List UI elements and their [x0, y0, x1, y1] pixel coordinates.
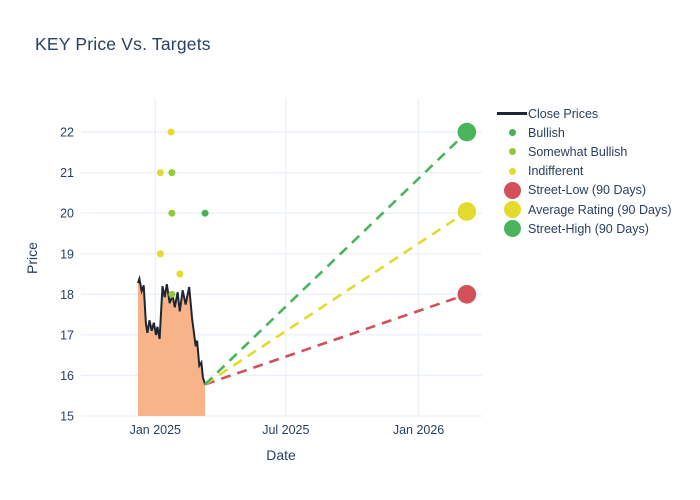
rating-dot-somewhat-bullish[interactable]	[168, 209, 176, 217]
legend-label: Street-High (90 Days)	[528, 221, 649, 236]
close-price-line[interactable]	[137, 274, 207, 385]
tick-labels: 15 16 17 18 19 20 21 22 Jan 2025 Jul 2025 Jan 2026	[60, 126, 444, 437]
legend-label: Indifferent	[528, 164, 584, 179]
y-tick-label: 20	[60, 207, 74, 221]
y-tick-label: 16	[60, 369, 74, 383]
trend-line-average[interactable]	[204, 210, 468, 386]
y-axis-title: Price	[24, 242, 40, 274]
rating-dot-somewhat-bullish[interactable]	[168, 290, 176, 298]
average-rating-dot-icon	[496, 201, 528, 219]
rating-dot-indifferent[interactable]	[167, 128, 175, 136]
legend-label: Somewhat Bullish	[528, 144, 628, 159]
target-marker-street-low[interactable]	[457, 285, 477, 304]
close-price-area[interactable]	[138, 278, 206, 416]
x-axis-title: Date	[266, 447, 296, 463]
target-markers[interactable]	[457, 122, 477, 304]
legend-item-average-rating[interactable]: Average Rating (90 Days)	[496, 200, 672, 219]
legend-item-street-low[interactable]: Street-Low (90 Days)	[496, 181, 672, 200]
x-tick-label: Jan 2026	[393, 423, 444, 437]
y-tick-label: 18	[60, 288, 74, 302]
street-high-dot-icon	[496, 220, 528, 238]
target-marker-street-high[interactable]	[457, 122, 477, 142]
trend-line-street-low[interactable]	[204, 293, 468, 386]
legend-label: Bullish	[528, 125, 565, 140]
y-tick-label: 19	[60, 247, 74, 261]
legend-item-street-high[interactable]: Street-High (90 Days)	[496, 219, 672, 238]
bullish-dot-icon	[496, 129, 528, 137]
target-trend-lines[interactable]	[204, 131, 468, 386]
rating-dots[interactable]	[156, 128, 209, 298]
y-tick-label: 21	[60, 166, 74, 180]
y-tick-label: 17	[60, 328, 74, 342]
legend-label: Close Prices	[528, 106, 599, 121]
legend-item-close-prices[interactable]: Close Prices	[496, 104, 672, 123]
legend-item-indifferent[interactable]: Indifferent	[496, 162, 672, 181]
rating-dot-somewhat-bullish[interactable]	[168, 169, 176, 177]
rating-dot-indifferent[interactable]	[176, 270, 184, 278]
rating-dot-bullish[interactable]	[201, 209, 209, 217]
trend-line-street-high[interactable]	[204, 131, 468, 386]
indifferent-dot-icon	[496, 167, 528, 175]
legend-item-bullish[interactable]: Bullish	[496, 123, 672, 142]
rating-dot-indifferent[interactable]	[156, 169, 164, 177]
legend: Close Prices Bullish Somewhat Bullish In…	[496, 104, 672, 238]
legend-label: Average Rating (90 Days)	[528, 202, 672, 217]
close-prices-line-swatch	[496, 112, 528, 115]
legend-item-somewhat-bullish[interactable]: Somewhat Bullish	[496, 142, 672, 161]
chart-title: KEY Price Vs. Targets	[35, 34, 211, 54]
somewhat-bullish-dot-icon	[496, 148, 528, 156]
legend-label: Street-Low (90 Days)	[528, 183, 647, 198]
target-marker-average[interactable]	[457, 202, 477, 221]
rating-dot-indifferent[interactable]	[156, 250, 164, 258]
x-tick-label: Jan 2025	[130, 423, 181, 437]
y-tick-label: 22	[60, 126, 74, 140]
x-tick-label: Jul 2025	[262, 423, 309, 437]
street-low-dot-icon	[496, 181, 528, 199]
close-price-series[interactable]	[137, 274, 207, 416]
y-tick-label: 15	[60, 410, 74, 424]
